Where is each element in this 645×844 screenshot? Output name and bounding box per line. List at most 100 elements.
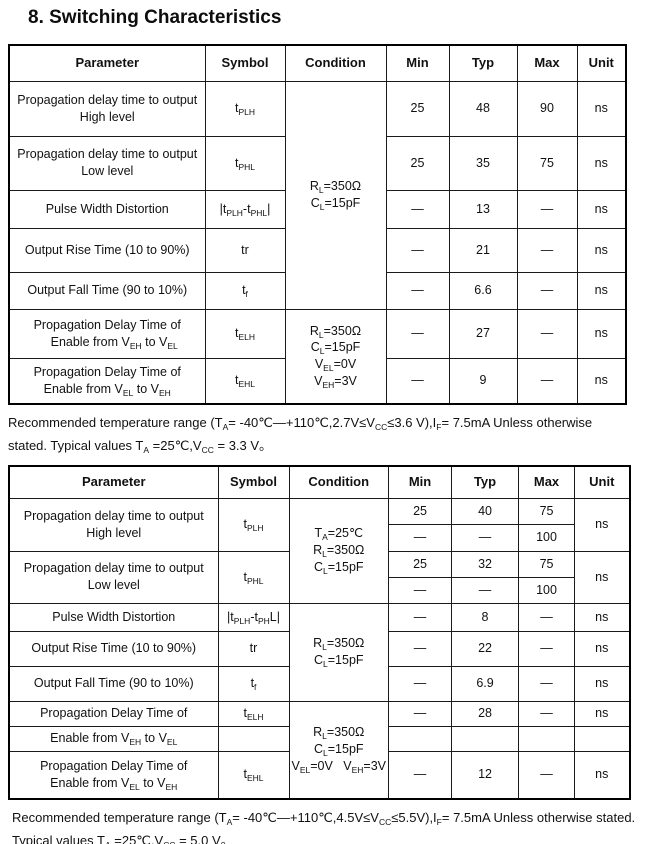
t2-plh-symbol: tPLH (217, 497, 290, 552)
t2-header-typ: Typ (451, 465, 520, 499)
t2-header-condition: Condition (288, 465, 390, 499)
t2-header-min: Min (388, 465, 453, 499)
t1-r6-symbol: tELH (204, 308, 286, 359)
t2-telh-empty-typ (451, 725, 520, 752)
t2-plh-a-typ: 40 (451, 497, 520, 525)
t2-plh-unit: ns (574, 497, 631, 552)
t2-plh-b-max: 100 (518, 523, 576, 552)
t2-tehl-param: Propagation Delay Time of Enable from VEL… (8, 750, 219, 800)
t2-pwd-param: Pulse Width Distortion (8, 602, 219, 632)
t1-r1-unit: ns (576, 80, 627, 137)
t1-r3-max: — (516, 189, 578, 229)
t1-r7-symbol: tEHL (204, 357, 286, 405)
t2-phl-b-min: — (388, 576, 453, 604)
t2-header-row: Parameter Symbol Condition Min Typ Max U… (8, 465, 631, 499)
t1-r5-unit: ns (576, 271, 627, 310)
t1-r4-typ: 21 (448, 227, 518, 273)
t2-header-max: Max (518, 465, 576, 499)
t1-r3-symbol: |tPLH-tPHL| (204, 189, 286, 229)
t1-header-max: Max (516, 44, 578, 82)
t2-condition-enable: RL=350Ω CL=15pF VEL=0V VEH=3V (288, 700, 390, 800)
t1-r5-min: — (385, 271, 450, 310)
switching-characteristics-table-5v0: Parameter Symbol Condition Min Typ Max U… (8, 465, 631, 800)
t2-plh-param: Propagation delay time to output High lev… (8, 497, 219, 552)
t2-tehl-symbol: tEHL (217, 750, 290, 800)
t1-header-condition: Condition (284, 44, 387, 82)
section-title: 8. Switching Characteristics (28, 7, 282, 28)
t1-header-typ: Typ (448, 44, 518, 82)
t1-r6-unit: ns (576, 308, 627, 359)
t1-r6-param: Propagation Delay Time of Enable from VE… (8, 308, 206, 359)
t2-telh-min: — (388, 700, 453, 727)
t2-tr-min: — (388, 630, 453, 667)
t1-r3-unit: ns (576, 189, 627, 229)
t1-r2-min: 25 (385, 135, 450, 191)
t1-header-row: Parameter Symbol Condition Min Typ Max U… (8, 44, 627, 82)
t2-phl-b-typ: — (451, 576, 520, 604)
t2-phl-unit: ns (574, 550, 631, 604)
t1-condition-load: RL=350Ω CL=15pF (284, 80, 387, 310)
t2-pwd-max: — (518, 602, 576, 632)
t2-tr-typ: 22 (451, 630, 520, 667)
table-row: Propagation Delay Time of Enable from VEL… (8, 750, 631, 800)
t1-r2-typ: 35 (448, 135, 518, 191)
t2-condition-ta: TA=25℃ RL=350Ω CL=15pF (288, 497, 390, 604)
t1-r7-max: — (516, 357, 578, 405)
t1-r1-param: Propagation delay time to output High lev… (8, 80, 206, 137)
t1-r2-unit: ns (576, 135, 627, 191)
t1-r7-param: Propagation Delay Time of Enable from VEL… (8, 357, 206, 405)
table-row: Propagation delay time to output Low leve… (8, 135, 627, 191)
t2-telh-param-line2: Enable from VEH to VEL (8, 725, 219, 752)
t2-plh-a-min: 25 (388, 497, 453, 525)
t2-tehl-min: — (388, 750, 453, 800)
t2-phl-a-typ: 32 (451, 550, 520, 578)
t1-r4-min: — (385, 227, 450, 273)
t2-phl-b-max: 100 (518, 576, 576, 604)
t2-plh-a-max: 75 (518, 497, 576, 525)
t1-header-unit: Unit (576, 44, 627, 82)
t2-tf-typ: 6.9 (451, 665, 520, 702)
t2-phl-param: Propagation delay time to output Low leve… (8, 550, 219, 604)
t1-r6-min: — (385, 308, 450, 359)
table-row: Propagation Delay Time of Enable from VE… (8, 308, 627, 405)
t2-telh-empty-max (518, 725, 576, 752)
table-row: Output Fall Time (90 to 10%) tf — 6.9 — … (8, 665, 631, 702)
table-row: Propagation delay time to output High lev… (8, 80, 627, 310)
t2-tf-symbol: tf (217, 665, 290, 702)
t1-r4-symbol: tr (204, 227, 286, 273)
t2-tf-param: Output Fall Time (90 to 10%) (8, 665, 219, 702)
t1-r2-param: Propagation delay time to output Low leve… (8, 135, 206, 191)
t1-condition-enable: RL=350Ω CL=15pF VEL=0V VEH=3V (284, 308, 387, 405)
switching-characteristics-table-3v3: Parameter Symbol Condition Min Typ Max U… (8, 44, 627, 405)
t2-tehl-max: — (518, 750, 576, 800)
table-row: Propagation delay time to output Low leve… (8, 550, 631, 604)
t1-r7-typ: 9 (448, 357, 518, 405)
t1-r3-min: — (385, 189, 450, 229)
table-row: Pulse Width Distortion |tPLH-tPHL| RL=35… (8, 602, 631, 702)
t2-header-parameter: Parameter (8, 465, 219, 499)
t2-pwd-min: — (388, 602, 453, 632)
t2-header-unit: Unit (574, 465, 631, 499)
t2-telh-typ: 28 (451, 700, 520, 727)
t1-r5-param: Output Fall Time (90 to 10%) (8, 271, 206, 310)
t1-r1-symbol: tPLH (204, 80, 286, 137)
t2-telh-unit: ns (574, 700, 631, 727)
t2-phl-a-min: 25 (388, 550, 453, 578)
t2-phl-symbol: tPHL (217, 550, 290, 604)
t1-r1-max: 90 (516, 80, 578, 137)
t1-r7-min: — (385, 357, 450, 405)
t2-telh-param-line1: Propagation Delay Time of (8, 700, 219, 727)
t2-condition-load: RL=350Ω CL=15pF (288, 602, 390, 702)
t2-tf-max: — (518, 665, 576, 702)
table-row: Enable from VEH to VEL (8, 725, 631, 752)
t1-r4-unit: ns (576, 227, 627, 273)
table-row: — — 100 (9, 576, 630, 604)
t1-r4-max: — (516, 227, 578, 273)
t2-telh-max: — (518, 700, 576, 727)
t1-r5-symbol: tf (204, 271, 286, 310)
t2-tr-param: Output Rise Time (10 to 90%) (8, 630, 219, 667)
t1-r7-unit: ns (576, 357, 627, 405)
t2-telh-empty-symbol (217, 725, 290, 752)
t2-telh-symbol: tELH (217, 700, 290, 727)
